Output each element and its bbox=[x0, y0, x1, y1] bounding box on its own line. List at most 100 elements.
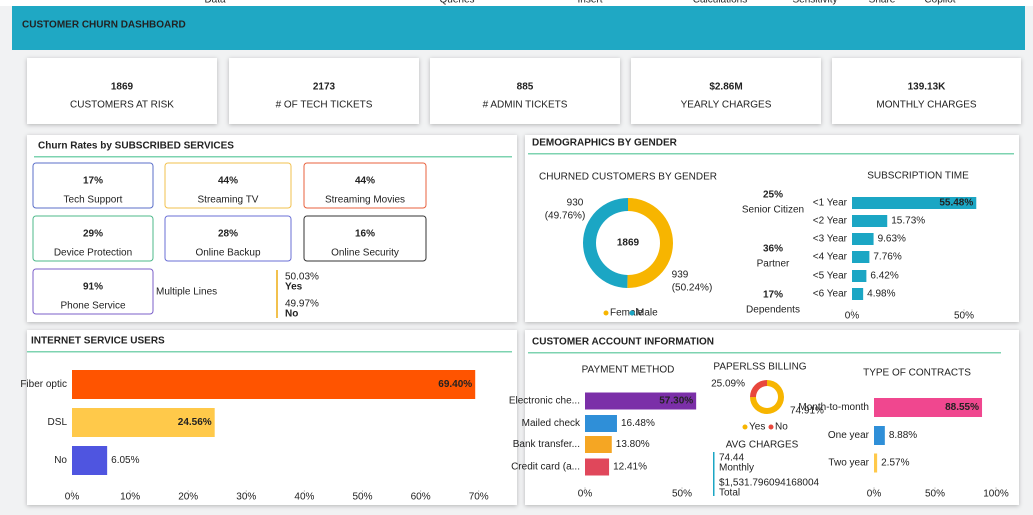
stat-label: Dependents bbox=[746, 305, 800, 316]
x-tick-label: 50% bbox=[352, 492, 372, 503]
bar bbox=[852, 270, 867, 282]
menu-item: Data bbox=[204, 0, 226, 6]
x-tick-label: 0% bbox=[867, 489, 882, 500]
chart-title: TYPE OF CONTRACTS bbox=[863, 368, 971, 379]
donut-center: 1869 bbox=[617, 238, 640, 249]
title-underline bbox=[27, 351, 512, 353]
kpi-label: YEARLY CHARGES bbox=[681, 100, 772, 111]
divider bbox=[713, 452, 715, 496]
value-label: 88.55% bbox=[945, 402, 979, 413]
service-label: Online Security bbox=[331, 248, 399, 259]
donut-value: 939 bbox=[672, 270, 689, 281]
kpi-card bbox=[229, 58, 419, 124]
service-value: 28% bbox=[218, 229, 238, 240]
value-label: 2.57% bbox=[881, 458, 909, 469]
category-label: <6 Year bbox=[813, 289, 848, 300]
kpi-value: 1869 bbox=[111, 82, 134, 93]
x-tick-label: 10% bbox=[120, 492, 140, 503]
category-label: Month-to-month bbox=[798, 402, 869, 413]
bar bbox=[874, 453, 878, 473]
category-label: One year bbox=[828, 430, 870, 441]
service-label: Device Protection bbox=[54, 248, 132, 259]
bar bbox=[874, 426, 885, 445]
x-tick-label: 0% bbox=[578, 489, 593, 500]
service-label: Online Backup bbox=[195, 248, 260, 259]
chart-title: SUBSCRIPTION TIME bbox=[867, 171, 969, 182]
service-card bbox=[303, 162, 427, 209]
value-label: 57.30% bbox=[659, 396, 693, 407]
multiple-lines-sub: No bbox=[285, 309, 298, 320]
menu-item: Copilot bbox=[924, 0, 955, 6]
kpi-value: $2.86M bbox=[709, 82, 742, 93]
legend-swatch bbox=[629, 310, 635, 316]
service-value: 44% bbox=[218, 176, 238, 187]
divider bbox=[276, 270, 278, 318]
category-label: No bbox=[54, 455, 67, 466]
kpi-label: # ADMIN TICKETS bbox=[483, 100, 568, 111]
x-tick-label: 0% bbox=[65, 492, 80, 503]
bar bbox=[585, 415, 617, 432]
menu-item: Queries bbox=[439, 0, 474, 6]
multiple-lines-value: 49.97% bbox=[285, 299, 319, 310]
donut-percent: (49.76%) bbox=[545, 211, 586, 222]
donut-value: 930 bbox=[567, 198, 584, 209]
service-card bbox=[32, 215, 154, 262]
x-tick-label: 40% bbox=[294, 492, 314, 503]
bar bbox=[852, 233, 874, 245]
bar bbox=[852, 251, 870, 263]
bar bbox=[72, 370, 476, 399]
menu-bar bbox=[0, 0, 1033, 6]
service-card bbox=[32, 268, 154, 315]
service-value: 29% bbox=[83, 229, 103, 240]
multiple-lines-label: Multiple Lines bbox=[156, 287, 217, 298]
menu-item: Calculations bbox=[693, 0, 747, 6]
value-label: 6.42% bbox=[870, 271, 898, 282]
chart-title: AVG CHARGES bbox=[726, 440, 799, 451]
legend-swatch bbox=[603, 310, 609, 316]
kpi-value: 139.13K bbox=[908, 82, 947, 93]
stat-value: 25% bbox=[763, 190, 783, 201]
value-label: 13.80% bbox=[616, 439, 650, 450]
title-underline bbox=[528, 352, 1001, 354]
kpi-label: # OF TECH TICKETS bbox=[276, 100, 373, 111]
legend-swatch bbox=[742, 424, 748, 430]
donut-value-label: 25.09% bbox=[711, 379, 745, 390]
x-tick-label: 20% bbox=[178, 492, 198, 503]
title-underline bbox=[528, 153, 1014, 155]
value-label: 9.63% bbox=[878, 234, 906, 245]
x-tick-label: 50% bbox=[925, 489, 945, 500]
panel bbox=[525, 135, 1019, 322]
kpi-card bbox=[430, 58, 620, 124]
service-value: 91% bbox=[83, 282, 103, 293]
title-underline bbox=[34, 156, 512, 158]
chart-title: PAYMENT METHOD bbox=[582, 365, 675, 376]
bar bbox=[72, 446, 108, 475]
category-label: Credit card (a... bbox=[511, 462, 580, 473]
donut-slice bbox=[749, 380, 767, 398]
service-card bbox=[303, 215, 427, 262]
category-label: Mailed check bbox=[522, 418, 581, 429]
category-label: <4 Year bbox=[813, 252, 848, 263]
panel-title: INTERNET SERVICE USERS bbox=[31, 336, 165, 347]
avg-value: 74.44 bbox=[719, 453, 744, 464]
menu-item: Sensitivity bbox=[792, 0, 837, 6]
chart-title: CHURNED CUSTOMERS BY GENDER bbox=[539, 172, 717, 183]
menu-item: Insert bbox=[577, 0, 602, 6]
category-label: Electronic che... bbox=[509, 396, 580, 407]
service-label: Streaming TV bbox=[198, 195, 259, 206]
bar bbox=[585, 436, 612, 453]
x-tick-label: 60% bbox=[411, 492, 431, 503]
kpi-card bbox=[832, 58, 1021, 124]
donut-slice bbox=[627, 198, 674, 288]
legend-swatch bbox=[768, 424, 774, 430]
donut-slice bbox=[750, 380, 784, 415]
donut-value-label: 74.91% bbox=[790, 406, 824, 417]
legend-label: No bbox=[775, 422, 788, 433]
category-label: <2 Year bbox=[813, 216, 848, 227]
multiple-lines-sub: Yes bbox=[285, 282, 303, 293]
value-label: 8.88% bbox=[889, 430, 917, 441]
donut-percent: (50.24%) bbox=[672, 283, 713, 294]
service-label: Streaming Movies bbox=[325, 195, 405, 206]
multiple-lines-value: 50.03% bbox=[285, 272, 319, 283]
